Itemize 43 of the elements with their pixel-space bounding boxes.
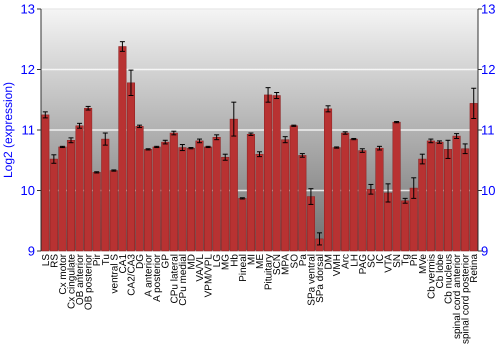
x-tick-label: CA1	[118, 254, 129, 274]
x-tick-label: LS	[40, 254, 52, 266]
x-tick-label: SO	[289, 254, 300, 268]
y-tick-label: 9	[28, 244, 35, 259]
y-tick-label: 12	[20, 62, 35, 78]
x-tick-label: ME	[255, 254, 266, 269]
x-tick-label: CPu medial	[178, 254, 189, 306]
x-tick-label: RS	[49, 254, 60, 268]
x-tick-label: LH	[349, 254, 360, 267]
y2-tick-label: 9	[481, 244, 488, 259]
x-tick-label: SPa dorsal	[314, 254, 326, 303]
x-tick-label: Pn	[409, 254, 420, 266]
y2-tick-label: 13	[481, 2, 496, 17]
x-tick-label: CA2/CA3	[126, 254, 138, 296]
x-tick-label: spinal cord posterior	[460, 253, 472, 344]
x-tick-label: Hb	[229, 254, 240, 267]
x-tick-label: SC	[366, 254, 378, 268]
x-tick-label: Cx cingulate	[66, 254, 78, 310]
x-tick-label: ventral S	[109, 254, 120, 294]
y2-tick-label: 11	[481, 122, 494, 138]
y-axis-title: Log2 (expression)	[1, 82, 15, 178]
x-tick-label: OB posterior	[84, 253, 95, 310]
x-tick-label: Pir	[92, 253, 104, 266]
x-tick-label: PAG	[358, 254, 369, 274]
x-tick-label: GP	[160, 254, 172, 268]
x-tick-label: MVe	[418, 254, 429, 274]
x-tick-label: Pa	[298, 254, 309, 266]
y2-tick-label: 10	[481, 183, 496, 198]
x-tick-label: IC	[374, 254, 386, 264]
x-tick-label: MPA	[280, 254, 292, 275]
x-tick-label: Cb lobe	[434, 254, 446, 288]
x-tick-label: Arc	[340, 254, 352, 269]
x-tick-label: Retina	[469, 254, 480, 283]
x-tick-label: Tu	[100, 254, 112, 266]
y-tick-label: 11	[22, 122, 35, 138]
y-tick-label: 10	[20, 183, 35, 198]
x-tick-label: Tg	[400, 254, 412, 266]
y2-tick-label: 12	[481, 62, 496, 78]
x-tick-label: Pineal	[238, 254, 249, 282]
x-tick-label: A posterior	[152, 253, 164, 302]
y-tick-label: 13	[20, 2, 35, 17]
x-tick-label: MI	[246, 254, 258, 266]
x-tick-label: Pituitary	[264, 254, 275, 290]
